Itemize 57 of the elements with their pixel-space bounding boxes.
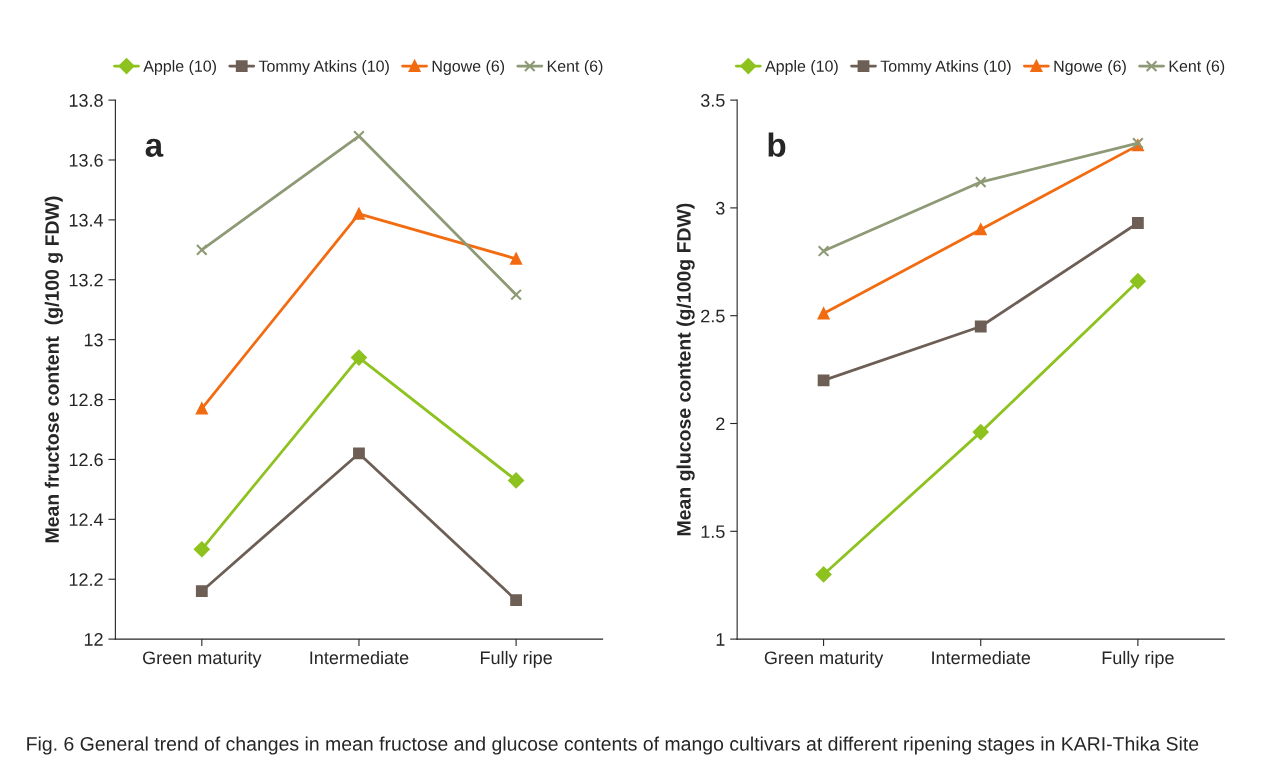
y-tick-label: 12.4 bbox=[69, 513, 104, 526]
y-tick-label: 12.8 bbox=[69, 393, 103, 407]
y-axis-title: Mean glucose content (g/100g FDW) bbox=[676, 203, 695, 536]
point bbox=[974, 223, 987, 236]
text: b bbox=[768, 132, 786, 157]
point bbox=[974, 176, 987, 188]
y-tick-label: 13.4 bbox=[69, 213, 104, 227]
caption: Fig. 6 General trend of changes in mean fructose and glucose contents of mango cultivars at different ripening stages in KARI-Thika Site bbox=[27, 736, 1199, 755]
point bbox=[195, 402, 208, 415]
y-tick-label: 3.5 bbox=[700, 94, 725, 107]
point bbox=[510, 288, 523, 301]
y-tick-label: 3 bbox=[715, 201, 725, 215]
legend-label: Tommy Atkins (10) bbox=[880, 60, 1011, 75]
x-tick-label: Green maturity bbox=[143, 650, 262, 668]
y-tick-label: 12 bbox=[84, 633, 103, 646]
y-tick-label: 2 bbox=[716, 417, 725, 431]
text: a bbox=[145, 138, 164, 157]
legend-label: Apple (10) bbox=[765, 60, 838, 75]
point bbox=[1131, 217, 1144, 229]
legend-label: Apple (10) bbox=[143, 60, 216, 75]
x-tick-label: Green maturity bbox=[764, 650, 884, 668]
point bbox=[193, 541, 210, 558]
point bbox=[351, 349, 367, 366]
point bbox=[815, 566, 832, 583]
x-tick-label: Intermediate bbox=[932, 650, 1031, 665]
point bbox=[508, 472, 525, 489]
y-tick-label: 13.2 bbox=[69, 273, 103, 287]
x-tick-label: Fully ripe bbox=[480, 650, 552, 668]
point bbox=[510, 594, 523, 607]
legend-label: Tommy Atkins (10) bbox=[258, 60, 389, 75]
point bbox=[974, 320, 987, 333]
point bbox=[817, 307, 830, 320]
point bbox=[817, 374, 830, 387]
point bbox=[195, 585, 208, 598]
point bbox=[510, 252, 523, 265]
y-tick-label: 13.8 bbox=[69, 94, 103, 107]
point bbox=[1129, 273, 1146, 290]
legend-label: Kent (6) bbox=[547, 60, 603, 75]
y-tick-label: 1.5 bbox=[701, 525, 725, 539]
legend-label: Ngowe (6) bbox=[1054, 60, 1126, 75]
x-tick-label: Intermediate bbox=[310, 650, 409, 665]
y-tick-label: 13.6 bbox=[69, 153, 103, 167]
legend-label: Kent (6) bbox=[1169, 60, 1225, 75]
point bbox=[353, 447, 365, 460]
point bbox=[353, 207, 365, 220]
x-tick-label: Fully ripe bbox=[1102, 650, 1174, 668]
point bbox=[195, 243, 208, 256]
point bbox=[972, 424, 989, 441]
y-tick-label: 12.6 bbox=[69, 453, 103, 467]
y-tick-label: 13 bbox=[84, 333, 103, 347]
y-tick-label: 2.5 bbox=[701, 309, 725, 323]
y-tick-label: 12.2 bbox=[69, 573, 103, 586]
point bbox=[817, 245, 830, 257]
point bbox=[353, 130, 365, 142]
y-axis-title: Mean fructose content (g/100 g FDW) bbox=[44, 196, 63, 543]
y-tick-label: 1 bbox=[716, 633, 725, 646]
legend-label: Ngowe (6) bbox=[432, 60, 505, 75]
